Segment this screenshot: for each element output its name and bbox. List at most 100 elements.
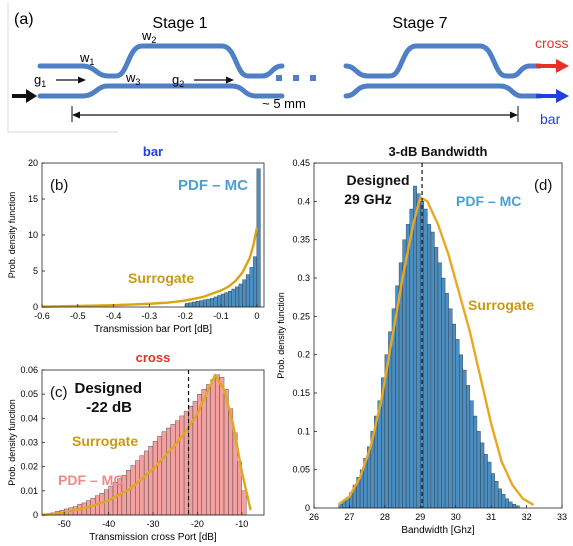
- chart-b: bar -0.6 -0.5 -0.4 -0.3 -0.2 -0.1 0 0 5 10 15 20 Tran…: [7, 144, 265, 335]
- histogram-bar: [476, 431, 481, 509]
- histogram-bar: [231, 288, 236, 308]
- y-tick-label: 0.05: [20, 389, 38, 399]
- annotation-label: Surrogate: [128, 270, 194, 286]
- x-tick-label: 33: [557, 512, 567, 522]
- histogram-bar: [235, 286, 240, 308]
- length-label: ~ 5 mm: [262, 96, 306, 111]
- x-tick-label: -10: [235, 519, 248, 529]
- x-tick-label: -40: [102, 519, 115, 529]
- histogram-bar: [441, 277, 446, 509]
- panel-tag: (c): [50, 384, 68, 401]
- x-tick-label: -30: [146, 519, 159, 529]
- chart-title: cross: [136, 350, 171, 365]
- histogram-bar: [494, 480, 499, 509]
- histogram-bar: [220, 293, 225, 308]
- input-arrow: [12, 89, 37, 103]
- histogram-bar: [228, 290, 232, 308]
- length-dimension: [71, 106, 519, 122]
- histogram-bar: [437, 262, 442, 509]
- y-tick-label: 0.3: [297, 273, 310, 283]
- x-tick-label: -0.5: [70, 311, 86, 321]
- x-tick-label: 30: [451, 512, 461, 522]
- y-tick-label: 0: [305, 503, 310, 513]
- stage1-top-waveguide: [37, 43, 285, 79]
- y-axis-label: Prob. density function: [7, 192, 17, 279]
- y-tick-label: 0.15: [292, 388, 310, 398]
- y-tick-label: 0.03: [20, 438, 38, 448]
- x-tick-label: -0.6: [34, 311, 50, 321]
- y-tick-label: 0.25: [292, 311, 310, 321]
- y-tick-label: 0.06: [20, 365, 38, 375]
- annotation-label: -22 dB: [86, 399, 132, 416]
- x-axis-label: Transmission cross Port [dB]: [89, 532, 217, 543]
- histogram-bar: [409, 208, 414, 509]
- histogram-bar: [501, 494, 506, 509]
- y-tick-label: 0.35: [292, 235, 310, 245]
- cross-output-arrow: [536, 59, 569, 73]
- surrogate-curve: [338, 196, 535, 506]
- histogram-bar: [508, 501, 513, 509]
- histogram-bar: [206, 384, 211, 516]
- histogram-bar: [126, 470, 131, 516]
- stage7-label: Stage 7: [392, 15, 447, 32]
- y-tick-label: 0.45: [292, 158, 310, 168]
- cross-label: cross: [535, 35, 568, 51]
- histogram-bar: [253, 256, 258, 308]
- annotation-label: Designed: [74, 380, 142, 397]
- x-tick-label: -20: [191, 519, 204, 529]
- panel-tag: (b): [50, 177, 68, 194]
- histogram-bar: [192, 301, 197, 308]
- x-axis-label: Bandwidth [Ghz]: [401, 525, 475, 536]
- histogram-bar: [466, 385, 471, 509]
- x-tick-label: 31: [486, 512, 496, 522]
- g1-label: g1: [34, 72, 46, 89]
- bar-output-arrow: [536, 89, 569, 103]
- histogram-bar: [199, 300, 204, 308]
- histogram-bar: [166, 427, 171, 516]
- y-tick-label: 0.1: [297, 426, 310, 436]
- annotation-label: Surrogate: [72, 433, 138, 449]
- histogram-bar: [423, 208, 428, 509]
- x-tick-label: -0.3: [142, 311, 158, 321]
- x-tick-label: 28: [380, 512, 390, 522]
- x-tick-label: 0: [254, 311, 259, 321]
- y-tick-label: 0.04: [20, 413, 38, 423]
- histogram-bar: [469, 400, 474, 509]
- histogram-bar: [157, 436, 163, 516]
- annotation-label: Designed: [346, 172, 409, 188]
- histogram-bar: [345, 498, 350, 509]
- histogram-bar: [161, 431, 167, 516]
- histogram-bar: [210, 379, 216, 516]
- histogram-bar: [459, 354, 463, 509]
- w3-label: w3: [125, 70, 140, 87]
- x-tick-label: -0.4: [106, 311, 122, 321]
- histogram-bar: [498, 488, 502, 509]
- histogram-bar: [219, 377, 225, 516]
- panel-a-frame: [7, 2, 118, 133]
- y-tick-label: 0: [33, 510, 38, 520]
- histogram-bar: [185, 303, 189, 308]
- x-tick-label: 27: [344, 512, 354, 522]
- histogram-bar: [135, 460, 140, 516]
- annotation-label: PDF – MC: [178, 177, 248, 194]
- chart-title: bar: [143, 144, 163, 159]
- histogram-bar: [483, 454, 488, 509]
- x-tick-label: -0.1: [213, 311, 229, 321]
- histogram-bar: [183, 410, 189, 516]
- histogram-bar: [434, 247, 439, 509]
- stage7-top-waveguide: [343, 43, 543, 79]
- y-tick-label: 0.01: [20, 486, 38, 496]
- histogram-bar: [427, 224, 432, 509]
- surrogate-curve: [41, 227, 259, 308]
- histogram-bar: [179, 415, 185, 516]
- histogram-bar: [242, 279, 247, 308]
- annotation-label: PDF – MC: [58, 472, 123, 488]
- histogram-bar: [416, 193, 421, 509]
- x-tick-label: -0.2: [177, 311, 193, 321]
- histogram-bar: [490, 473, 495, 509]
- y-tick-label: 20: [28, 158, 38, 168]
- y-axis-label: Prob. density function: [276, 292, 286, 379]
- ellipsis-dots: [276, 75, 316, 81]
- histogram-bar: [473, 415, 478, 509]
